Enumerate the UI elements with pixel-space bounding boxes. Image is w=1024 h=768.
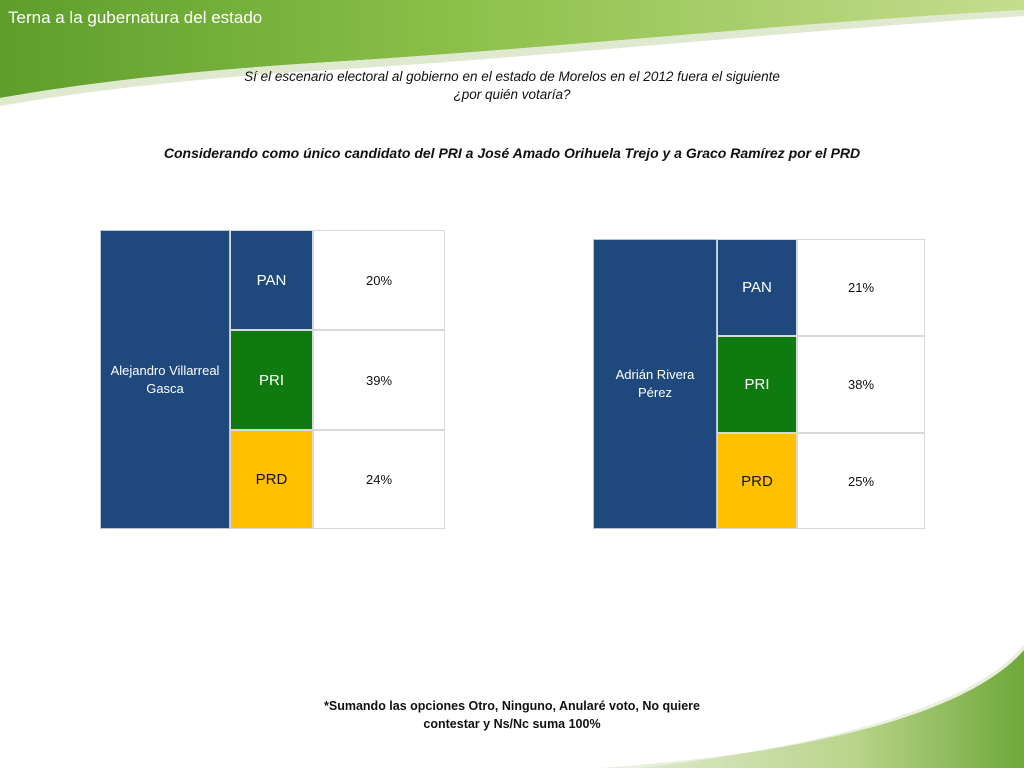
party-cell-pri: PRI	[717, 336, 797, 433]
party-cell-prd: PRD	[717, 433, 797, 529]
percent-cell-pri: 39%	[313, 330, 445, 430]
question-line-1: Sí el escenario electoral al gobierno en…	[244, 69, 780, 84]
percent-cell-pri: 38%	[797, 336, 925, 433]
party-cell-pan: PAN	[230, 230, 313, 330]
scenario-subheading: Considerando como único candidato del PR…	[163, 145, 861, 161]
scenario-table-2: Adrián Rivera Pérez PAN 21% PRI 38% PRD …	[593, 239, 925, 529]
percent-cell-prd: 25%	[797, 433, 925, 529]
percent-cell-pan: 20%	[313, 230, 445, 330]
footnote-line-1: *Sumando las opciones Otro, Ninguno, Anu…	[324, 699, 700, 713]
party-cell-pri: PRI	[230, 330, 313, 430]
percent-cell-pan: 21%	[797, 239, 925, 336]
footnote-line-2: contestar y Ns/Nc suma 100%	[423, 717, 601, 731]
header-swoosh	[0, 0, 1024, 106]
question-line-2: ¿por quién votaría?	[453, 87, 571, 102]
party-cell-prd: PRD	[230, 430, 313, 529]
candidate-cell: Adrián Rivera Pérez	[593, 239, 717, 529]
party-cell-pan: PAN	[717, 239, 797, 336]
survey-question: Sí el escenario electoral al gobierno en…	[112, 68, 912, 104]
footnote: *Sumando las opciones Otro, Ninguno, Anu…	[262, 697, 762, 733]
slide-title: Terna a la gubernatura del estado	[8, 8, 263, 27]
scenario-table-1: Alejandro Villarreal Gasca PAN 20% PRI 3…	[100, 230, 445, 529]
candidate-cell: Alejandro Villarreal Gasca	[100, 230, 230, 529]
percent-cell-prd: 24%	[313, 430, 445, 529]
footer-swoosh	[600, 644, 1024, 768]
